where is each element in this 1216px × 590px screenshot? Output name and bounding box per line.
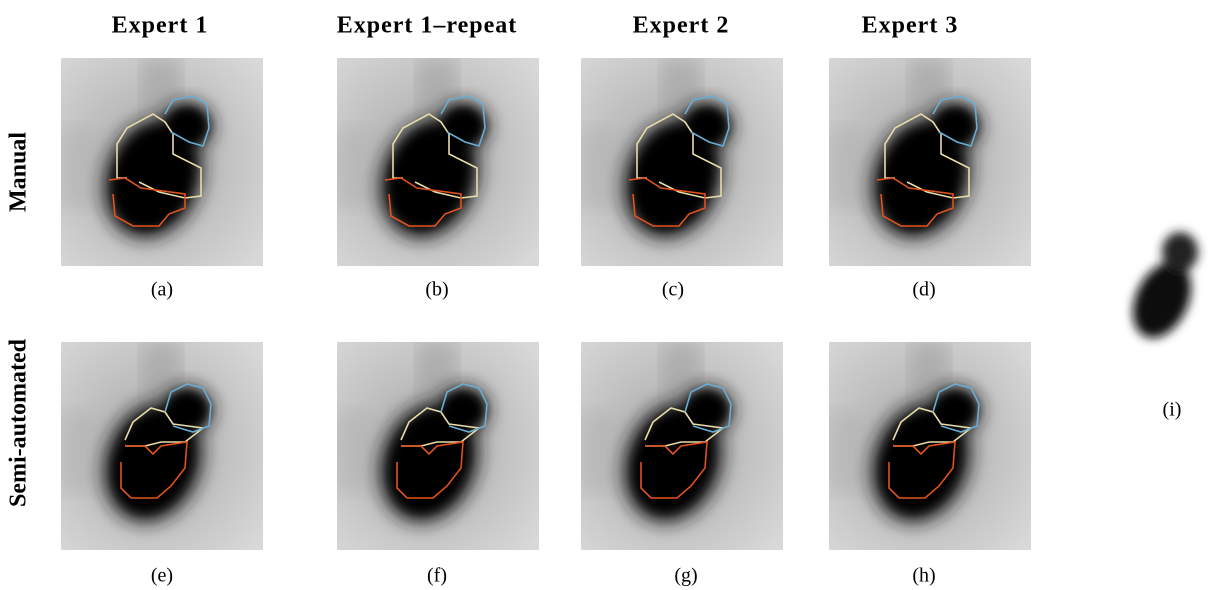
- caption: (h): [912, 565, 935, 587]
- panel-image: [829, 342, 1031, 550]
- caption: (c): [662, 279, 684, 301]
- panel-image: [61, 342, 263, 550]
- figure: Expert 1 Expert 1–repeat Expert 2 Expert…: [0, 0, 1216, 590]
- column-header: Expert 1–repeat: [337, 13, 518, 39]
- caption: (b): [425, 279, 448, 301]
- panel-image: [581, 58, 783, 266]
- panel-image: [829, 58, 1031, 266]
- caption: (e): [151, 565, 173, 587]
- column-header: Expert 2: [633, 13, 730, 39]
- caption: (d): [912, 279, 935, 301]
- caption: (i): [1163, 399, 1182, 421]
- column-header: Expert 1: [112, 13, 209, 39]
- panel-image: [337, 58, 539, 266]
- panels: [61, 58, 1202, 550]
- panel-image: [581, 342, 783, 550]
- caption: (g): [674, 565, 697, 587]
- column-header: Expert 3: [862, 13, 959, 39]
- panel-image: [1122, 232, 1203, 347]
- row-label: Semi-automated: [6, 338, 32, 507]
- panel-image: [61, 58, 263, 266]
- column-headers: Expert 1 Expert 1–repeat Expert 2 Expert…: [112, 13, 959, 39]
- panel-image: [337, 342, 539, 550]
- row-labels: Manual Semi-automated: [6, 132, 32, 507]
- caption: (a): [151, 279, 173, 301]
- row-label: Manual: [6, 132, 32, 212]
- caption: (f): [427, 565, 447, 587]
